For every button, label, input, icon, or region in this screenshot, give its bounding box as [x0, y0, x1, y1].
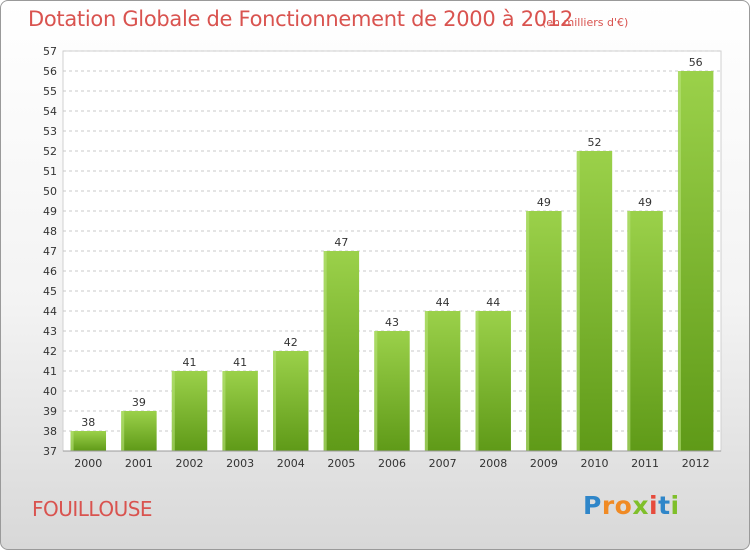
- bar-highlight: [627, 211, 631, 451]
- x-tick-label: 2010: [580, 457, 608, 470]
- bar: [576, 151, 613, 451]
- bar-highlight: [323, 251, 327, 451]
- logo-letter: r: [601, 491, 615, 520]
- x-tick-label: 2002: [176, 457, 204, 470]
- x-tick-label: 2008: [479, 457, 507, 470]
- bar-highlight: [475, 311, 479, 451]
- commune-name: FOUILLOUSE: [32, 497, 153, 521]
- bar-highlight: [374, 331, 378, 451]
- x-tick-label: 2012: [682, 457, 710, 470]
- bar-highlight: [121, 411, 125, 451]
- logo-letter: i: [649, 491, 659, 520]
- x-tick-label: 2001: [125, 457, 153, 470]
- x-tick-label: 2006: [378, 457, 406, 470]
- bar: [273, 351, 309, 451]
- bar-highlight: [677, 71, 681, 451]
- data-label: 44: [436, 296, 450, 309]
- bar: [121, 411, 157, 451]
- y-tick-label: 44: [43, 305, 57, 318]
- data-label: 49: [537, 196, 551, 209]
- bar-highlight: [424, 311, 428, 451]
- x-tick-label: 2011: [631, 457, 659, 470]
- logo-letter: o: [614, 491, 633, 520]
- y-tick-label: 47: [43, 245, 57, 258]
- y-tick-label: 50: [43, 185, 57, 198]
- bar-highlight: [171, 371, 175, 451]
- bar: [627, 211, 663, 451]
- y-tick-label: 40: [43, 385, 57, 398]
- data-label: 52: [587, 136, 601, 149]
- y-tick-label: 55: [43, 85, 57, 98]
- bar: [677, 71, 714, 451]
- data-label: 41: [233, 356, 247, 369]
- y-tick-label: 39: [43, 405, 57, 418]
- bar: [70, 431, 107, 451]
- y-tick-label: 49: [43, 205, 57, 218]
- y-tick-label: 46: [43, 265, 57, 278]
- x-tick-label: 2007: [429, 457, 457, 470]
- logo-letter: i: [670, 491, 680, 520]
- y-tick-label: 41: [43, 365, 57, 378]
- y-tick-label: 57: [43, 45, 57, 58]
- y-tick-label: 51: [43, 165, 57, 178]
- bar-highlight: [273, 351, 277, 451]
- bar: [424, 311, 461, 451]
- y-tick-label: 54: [43, 105, 57, 118]
- x-tick-label: 2004: [277, 457, 305, 470]
- logo-letter: x: [632, 491, 649, 520]
- logo-letter: P: [583, 491, 602, 520]
- data-label: 47: [334, 236, 348, 249]
- bar-highlight: [70, 431, 74, 451]
- data-label: 38: [81, 416, 95, 429]
- data-label: 56: [689, 56, 703, 69]
- y-tick-label: 48: [43, 225, 57, 238]
- bar-highlight: [222, 371, 226, 451]
- y-tick-label: 56: [43, 65, 57, 78]
- x-tick-label: 2000: [74, 457, 102, 470]
- data-label: 49: [638, 196, 652, 209]
- bar-highlight: [576, 151, 580, 451]
- y-tick-label: 38: [43, 425, 57, 438]
- data-label: 39: [132, 396, 146, 409]
- y-tick-label: 45: [43, 285, 57, 298]
- data-label: 44: [486, 296, 500, 309]
- y-tick-label: 42: [43, 345, 57, 358]
- y-tick-label: 52: [43, 145, 57, 158]
- chart-unit-note: (en milliers d'€): [542, 16, 629, 29]
- x-tick-label: 2003: [226, 457, 254, 470]
- logo-letter: t: [658, 491, 671, 520]
- proxiti-logo[interactable]: Proxiti: [583, 491, 680, 520]
- x-tick-label: 2005: [327, 457, 355, 470]
- bar-highlight: [526, 211, 530, 451]
- bar: [323, 251, 360, 451]
- bar: [475, 311, 511, 451]
- data-label: 43: [385, 316, 399, 329]
- bar: [374, 331, 410, 451]
- data-label: 42: [284, 336, 298, 349]
- chart-title: Dotation Globale de Fonctionnement de 20…: [28, 7, 573, 31]
- data-label: 41: [183, 356, 197, 369]
- x-tick-label: 2009: [530, 457, 558, 470]
- bar: [171, 371, 208, 451]
- bar: [222, 371, 258, 451]
- bar: [526, 211, 562, 451]
- y-tick-label: 37: [43, 445, 57, 458]
- y-tick-label: 53: [43, 125, 57, 138]
- y-tick-label: 43: [43, 325, 57, 338]
